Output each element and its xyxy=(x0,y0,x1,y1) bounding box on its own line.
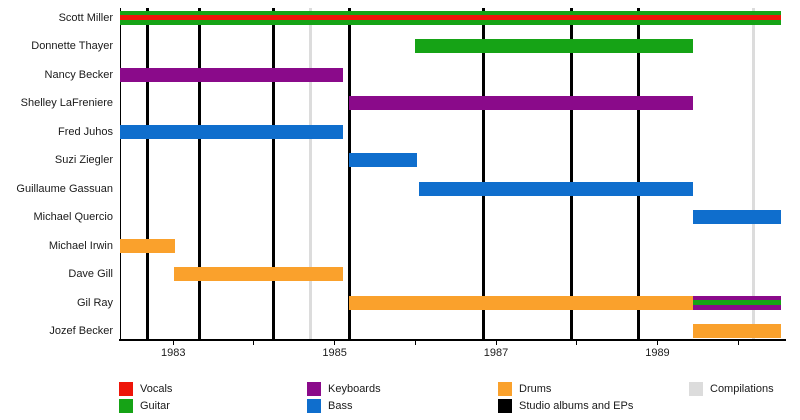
timeline-bar xyxy=(418,181,693,196)
x-axis-tick xyxy=(576,341,578,345)
timeline-bar xyxy=(349,153,417,167)
bar-stripe-bass xyxy=(418,181,693,196)
bar-stripe-drums xyxy=(349,295,693,310)
legend-label: Studio albums and EPs xyxy=(519,400,634,412)
timeline-bar xyxy=(692,295,781,310)
legend-swatch-keyboards xyxy=(307,382,321,396)
legend-swatch-compilations xyxy=(689,382,703,396)
bar-stripe-drums xyxy=(174,267,343,281)
bar-stripe-bass xyxy=(692,210,781,224)
member-name-label: Suzi Ziegler xyxy=(54,154,113,166)
x-axis-tick-label: 1987 xyxy=(483,347,509,359)
bar-stripe-drums xyxy=(692,324,781,338)
studio-album-line xyxy=(570,8,574,339)
legend-swatch-bass xyxy=(307,399,321,413)
bar-stripe-guitar xyxy=(692,300,781,305)
y-axis-spine xyxy=(120,8,121,341)
bar-stripe-keyboards xyxy=(692,295,781,301)
timeline-bar xyxy=(415,39,693,53)
member-name-label: Nancy Becker xyxy=(44,68,113,81)
member-name-label: Shelley LaFreniere xyxy=(20,97,113,109)
legend-label: Drums xyxy=(519,383,552,395)
x-axis-tick xyxy=(414,341,416,345)
member-name-label: Fred Juhos xyxy=(57,125,113,138)
legend-swatch-drums xyxy=(498,382,512,396)
x-axis-tick xyxy=(172,341,174,345)
bar-stripe-guitar xyxy=(415,39,693,53)
timeline-bar xyxy=(120,238,175,253)
member-name-label: Donnette Thayer xyxy=(31,40,113,52)
bar-stripe-keyboards xyxy=(120,67,343,82)
x-axis-tick-label: 1985 xyxy=(322,347,347,359)
timeline-bar xyxy=(349,96,693,110)
x-axis-tick xyxy=(495,341,497,345)
timeline-bar xyxy=(120,10,781,25)
x-axis-tick xyxy=(334,341,336,345)
timeline-bar xyxy=(692,324,781,338)
studio-album-line xyxy=(348,8,352,339)
member-name-label: Gil Ray xyxy=(76,296,113,309)
timeline-bar xyxy=(349,295,693,310)
studio-album-line xyxy=(145,8,149,339)
x-axis-tick xyxy=(253,341,255,345)
bar-stripe-vocals xyxy=(120,15,781,20)
member-name-label: Michael Irwin xyxy=(48,239,113,252)
bar-stripe-bass xyxy=(120,124,343,139)
timeline-bar xyxy=(120,124,343,139)
legend-label: Vocals xyxy=(140,383,173,395)
member-name-label: Michael Quercio xyxy=(33,211,113,223)
bar-stripe-drums xyxy=(120,238,175,253)
x-axis-tick xyxy=(656,341,658,345)
member-name-label: Guillaume Gassuan xyxy=(16,182,113,195)
bar-stripe-keyboards xyxy=(692,304,781,310)
x-axis-tick-label: 1989 xyxy=(645,347,670,359)
compilation-line xyxy=(308,8,312,339)
member-name-label: Jozef Becker xyxy=(49,325,113,337)
legend-label: Compilations xyxy=(710,383,774,395)
legend-swatch-guitar xyxy=(119,399,133,413)
studio-album-line xyxy=(271,8,275,339)
bar-stripe-guitar xyxy=(120,19,781,25)
legend-label: Guitar xyxy=(140,400,170,412)
legend-label: Keyboards xyxy=(328,383,381,395)
member-name-label: Scott Miller xyxy=(58,11,113,24)
timeline-bar xyxy=(120,67,343,82)
timeline-bar xyxy=(692,210,781,224)
studio-album-line xyxy=(482,8,486,339)
bar-stripe-guitar xyxy=(120,10,781,16)
x-axis-tick-label: 1983 xyxy=(161,347,186,359)
compilation-line xyxy=(751,8,755,339)
member-name-label: Dave Gill xyxy=(68,268,113,280)
legend-swatch-vocals xyxy=(119,382,133,396)
bar-stripe-keyboards xyxy=(349,96,693,110)
legend-label: Bass xyxy=(328,400,353,412)
legend-swatch-studio xyxy=(498,399,512,413)
x-axis-line xyxy=(119,339,786,341)
bar-stripe-bass xyxy=(349,153,417,167)
studio-album-line xyxy=(198,8,202,339)
studio-album-line xyxy=(637,8,641,339)
timeline-bar xyxy=(174,267,343,281)
x-axis-tick xyxy=(737,341,739,345)
